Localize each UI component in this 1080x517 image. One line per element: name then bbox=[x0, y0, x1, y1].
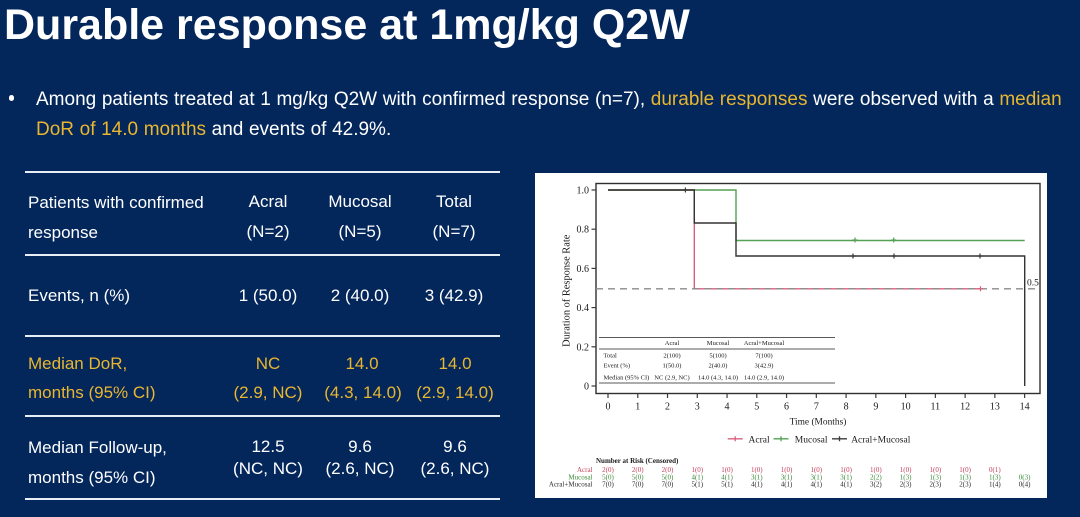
svg-text:7(0): 7(0) bbox=[602, 481, 614, 489]
svg-text:1(3): 1(3) bbox=[930, 473, 942, 481]
svg-text:6: 6 bbox=[784, 402, 789, 413]
svg-text:1(3): 1(3) bbox=[959, 473, 971, 481]
svg-text:1(0): 1(0) bbox=[721, 466, 733, 474]
svg-text:1(0): 1(0) bbox=[751, 466, 763, 474]
svg-text:0: 0 bbox=[606, 402, 611, 413]
svg-text:5(0): 5(0) bbox=[632, 473, 644, 481]
svg-text:5(1): 5(1) bbox=[721, 481, 733, 489]
svg-text:5: 5 bbox=[754, 402, 759, 413]
svg-text:2(40.0): 2(40.0) bbox=[709, 363, 728, 370]
svg-text:0.4: 0.4 bbox=[577, 303, 590, 314]
svg-text:3(1): 3(1) bbox=[751, 473, 763, 481]
svg-text:2(3): 2(3) bbox=[930, 481, 942, 489]
svg-text:0(3): 0(3) bbox=[1019, 473, 1031, 481]
svg-text:2(100): 2(100) bbox=[663, 353, 680, 360]
svg-text:0.5: 0.5 bbox=[1027, 279, 1039, 289]
svg-text:5(100): 5(100) bbox=[709, 353, 726, 360]
svg-text:3(1): 3(1) bbox=[810, 473, 822, 481]
svg-text:2(0): 2(0) bbox=[632, 466, 644, 474]
svg-text:4(1): 4(1) bbox=[781, 481, 793, 489]
svg-text:Time (Months): Time (Months) bbox=[790, 417, 847, 428]
svg-text:14: 14 bbox=[1020, 402, 1030, 413]
svg-text:Mucosal: Mucosal bbox=[795, 435, 828, 445]
svg-text:3(1): 3(1) bbox=[781, 473, 793, 481]
svg-text:1(0): 1(0) bbox=[930, 466, 942, 474]
svg-text:1.0: 1.0 bbox=[577, 186, 590, 197]
svg-text:7(0): 7(0) bbox=[632, 481, 644, 489]
svg-text:1(0): 1(0) bbox=[691, 466, 703, 474]
svg-text:1(0): 1(0) bbox=[900, 466, 912, 474]
svg-text:1(4): 1(4) bbox=[989, 481, 1001, 489]
svg-text:4(1): 4(1) bbox=[691, 473, 703, 481]
svg-text:Mucosal: Mucosal bbox=[568, 473, 592, 481]
svg-text:13: 13 bbox=[990, 402, 1000, 413]
svg-text:Acral: Acral bbox=[665, 340, 680, 347]
svg-text:NC (2.9, NC): NC (2.9, NC) bbox=[654, 375, 689, 382]
svg-text:0.2: 0.2 bbox=[577, 342, 590, 353]
svg-text:1(0): 1(0) bbox=[959, 466, 971, 474]
svg-text:Event (%): Event (%) bbox=[604, 363, 631, 370]
svg-text:4(1): 4(1) bbox=[751, 481, 763, 489]
svg-text:Mucosal: Mucosal bbox=[707, 340, 730, 347]
svg-text:Acral+Mucosal: Acral+Mucosal bbox=[744, 340, 785, 347]
svg-text:3(2): 3(2) bbox=[870, 481, 882, 489]
svg-text:2(0): 2(0) bbox=[662, 466, 674, 474]
svg-text:Duration of Response Rate: Duration of Response Rate bbox=[562, 234, 573, 347]
svg-text:14.0 (2.9, 14.0): 14.0 (2.9, 14.0) bbox=[744, 375, 784, 382]
svg-text:2(0): 2(0) bbox=[602, 466, 614, 474]
svg-text:Acral+Mucosal: Acral+Mucosal bbox=[851, 435, 911, 445]
svg-text:8: 8 bbox=[844, 402, 849, 413]
svg-text:3(42.9): 3(42.9) bbox=[755, 363, 774, 370]
svg-text:Number at Risk (Censored): Number at Risk (Censored) bbox=[596, 457, 679, 465]
svg-text:5(0): 5(0) bbox=[662, 473, 674, 481]
svg-text:0.6: 0.6 bbox=[577, 264, 590, 275]
svg-text:1(0): 1(0) bbox=[781, 466, 793, 474]
svg-text:4(1): 4(1) bbox=[721, 473, 733, 481]
svg-text:9: 9 bbox=[873, 402, 878, 413]
svg-text:3(1): 3(1) bbox=[840, 473, 852, 481]
svg-text:1: 1 bbox=[635, 402, 640, 413]
svg-text:0.8: 0.8 bbox=[577, 225, 590, 236]
svg-text:4(1): 4(1) bbox=[810, 481, 822, 489]
svg-text:2(3): 2(3) bbox=[959, 481, 971, 489]
svg-text:11: 11 bbox=[931, 402, 941, 413]
svg-text:1(50.0): 1(50.0) bbox=[663, 363, 682, 370]
svg-text:5(0): 5(0) bbox=[602, 473, 614, 481]
svg-text:4: 4 bbox=[725, 402, 730, 413]
svg-text:12: 12 bbox=[960, 402, 970, 413]
svg-text:5(1): 5(1) bbox=[691, 481, 703, 489]
svg-text:1(3): 1(3) bbox=[900, 473, 912, 481]
svg-text:2: 2 bbox=[665, 402, 670, 413]
svg-text:3: 3 bbox=[695, 402, 700, 413]
svg-text:14.0 (4.3, 14.0): 14.0 (4.3, 14.0) bbox=[698, 375, 738, 382]
svg-text:1(0): 1(0) bbox=[840, 466, 852, 474]
svg-text:10: 10 bbox=[901, 402, 911, 413]
svg-text:0: 0 bbox=[584, 382, 589, 393]
svg-text:1(0): 1(0) bbox=[810, 466, 822, 474]
svg-text:1(0): 1(0) bbox=[870, 466, 882, 474]
svg-text:2(3): 2(3) bbox=[900, 481, 912, 489]
svg-text:2(2): 2(2) bbox=[870, 473, 882, 481]
svg-text:Median (95% CI): Median (95% CI) bbox=[604, 375, 650, 382]
svg-text:4(1): 4(1) bbox=[840, 481, 852, 489]
svg-text:7(100): 7(100) bbox=[755, 353, 772, 360]
svg-text:0(1): 0(1) bbox=[989, 466, 1001, 474]
svg-text:1(3): 1(3) bbox=[989, 473, 1001, 481]
svg-text:Acral: Acral bbox=[749, 435, 770, 445]
svg-text:Acral: Acral bbox=[577, 466, 593, 474]
svg-text:7(0): 7(0) bbox=[662, 481, 674, 489]
svg-text:0(4): 0(4) bbox=[1019, 481, 1031, 489]
svg-text:Acral+Mucosal: Acral+Mucosal bbox=[549, 481, 593, 489]
svg-text:Total: Total bbox=[604, 353, 617, 360]
svg-text:7: 7 bbox=[814, 402, 819, 413]
